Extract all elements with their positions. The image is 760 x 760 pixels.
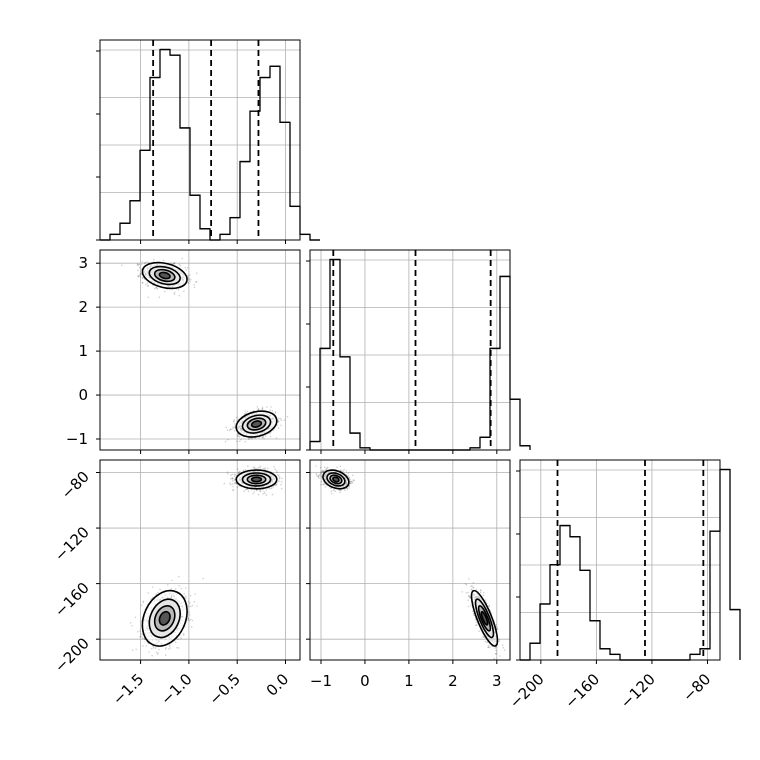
y-tick-label: −200 [51, 634, 93, 676]
x-tick-label: 0 [360, 672, 370, 690]
y-tick-label: 3 [78, 254, 88, 272]
panel-frame [99, 39, 301, 241]
histogram-param-2: −200 −160 −120 −80 [506, 459, 741, 712]
y-tick-label: −160 [51, 579, 93, 621]
hist-step-outline [520, 468, 741, 661]
y-tick-label: −1 [66, 430, 88, 448]
x-tick-label: −1.5 [109, 670, 147, 708]
y-tick-label: −80 [58, 468, 93, 503]
x-tick-label: −120 [617, 670, 659, 712]
panel-frame [99, 459, 301, 661]
x-tick-label: 0.0 [263, 670, 293, 700]
x-tick-label: 3 [492, 672, 502, 690]
y-tick-label: −120 [51, 523, 93, 565]
histogram-param-0 [96, 39, 320, 244]
panel-frame [309, 459, 511, 661]
panel-frame [99, 249, 301, 451]
x-tick-label: −0.5 [206, 670, 244, 708]
panel-frame [309, 249, 511, 451]
panel-frame [519, 459, 721, 661]
scatter-param-2-vs-0: −1.5 −1.0 −0.5 0.0 −200 −160 −120 −80 [51, 459, 301, 709]
density-contour [480, 610, 489, 626]
x-tick-label: 2 [448, 672, 458, 690]
y-tick-label: 2 [78, 298, 88, 316]
x-tick-label: −160 [561, 670, 603, 712]
y-tick-label: 0 [78, 386, 88, 404]
x-tick-label: −80 [679, 670, 714, 705]
density-contour [332, 476, 340, 483]
x-tick-label: 1 [404, 672, 414, 690]
density-contour [250, 420, 263, 428]
y-tick-label: 1 [78, 342, 88, 360]
scatter-param-1-vs-0: −1 0 1 2 3 [66, 249, 301, 454]
x-tick-label: −1.0 [157, 670, 195, 708]
hist-step-outline [100, 48, 320, 241]
x-tick-label: −1 [310, 672, 332, 690]
density-contour [158, 610, 171, 626]
density-contour [250, 476, 263, 483]
density-contour [158, 271, 171, 280]
histogram-param-1 [306, 249, 531, 454]
x-tick-label: −200 [506, 670, 548, 712]
scatter-param-2-vs-1: −1 0 1 2 3 [306, 459, 511, 690]
